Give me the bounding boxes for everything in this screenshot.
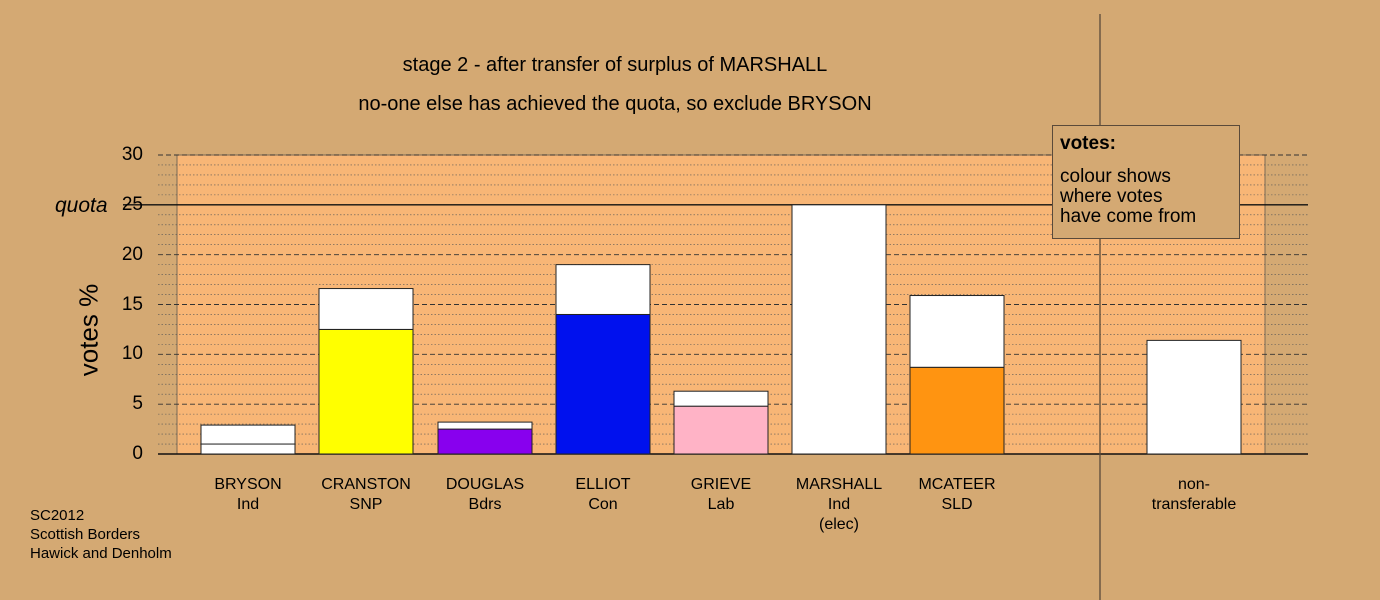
y-tick-label: 20 — [121, 243, 143, 265]
non-transferable-label: non-transferable — [1151, 476, 1237, 513]
y-tick-label: 30 — [121, 144, 143, 165]
legend-line3: have come from — [1060, 206, 1197, 227]
candidate-label-grieve: GRIEVE Lab — [690, 476, 752, 513]
bar-first-pref-elliot — [555, 313, 651, 455]
candidate-label-bryson: BRYSON Ind — [214, 476, 282, 513]
bar-first-pref-mcateer — [909, 366, 1005, 455]
chart-title-line2: no-one else has achieved the quota, so e… — [358, 93, 872, 115]
bar-first-pref-bryson — [200, 443, 296, 455]
legend-title: votes: — [1060, 133, 1116, 154]
y-tick-label: 15 — [121, 293, 143, 315]
y-axis-label: votes % — [73, 283, 104, 377]
quota-label: quota — [55, 194, 108, 217]
bar-first-pref-grieve — [673, 405, 769, 455]
legend-box: votes: colour shows where votes have com… — [1052, 125, 1240, 239]
footer-line1: SC2012 — [30, 507, 85, 524]
y-tick-label: 10 — [121, 343, 143, 365]
bar-first-pref-cranston — [318, 328, 414, 455]
bar-transferred-elliot — [555, 264, 651, 315]
bar-transferred-douglas — [437, 421, 533, 430]
bar-non-transferable — [1146, 339, 1242, 455]
legend-line1: colour shows — [1060, 166, 1171, 187]
bar-transferred-cranston — [318, 288, 414, 330]
candidate-label-elliot: ELLIOT Con — [575, 476, 631, 513]
footer-info: SC2012 Scottish Borders Hawick and Denho… — [30, 506, 172, 563]
y-tick-label: 5 — [132, 393, 143, 415]
bar-first-pref-douglas — [437, 428, 533, 455]
footer-line2: Scottish Borders — [30, 526, 141, 543]
bar-first-pref-marshall — [791, 204, 887, 455]
candidate-label-cranston: CRANSTON SNP — [321, 476, 411, 513]
candidate-label-marshall: MARSHALL Ind (elec) — [795, 476, 883, 533]
candidate-label-douglas: DOUGLAS Bdrs — [445, 476, 525, 513]
bar-transferred-mcateer — [909, 295, 1005, 368]
bar-transferred-grieve — [673, 390, 769, 407]
bar-transferred-bryson — [200, 424, 296, 445]
footer-line3: Hawick and Denholm — [30, 545, 172, 562]
y-tick-label: 0 — [132, 443, 143, 464]
legend-line2: where votes — [1060, 186, 1163, 207]
y-tick-label: 25 — [121, 193, 143, 215]
chart-title-line1: stage 2 - after transfer of surplus of M… — [402, 54, 828, 76]
candidate-label-mcateer: MCATEER SLD — [918, 476, 996, 513]
